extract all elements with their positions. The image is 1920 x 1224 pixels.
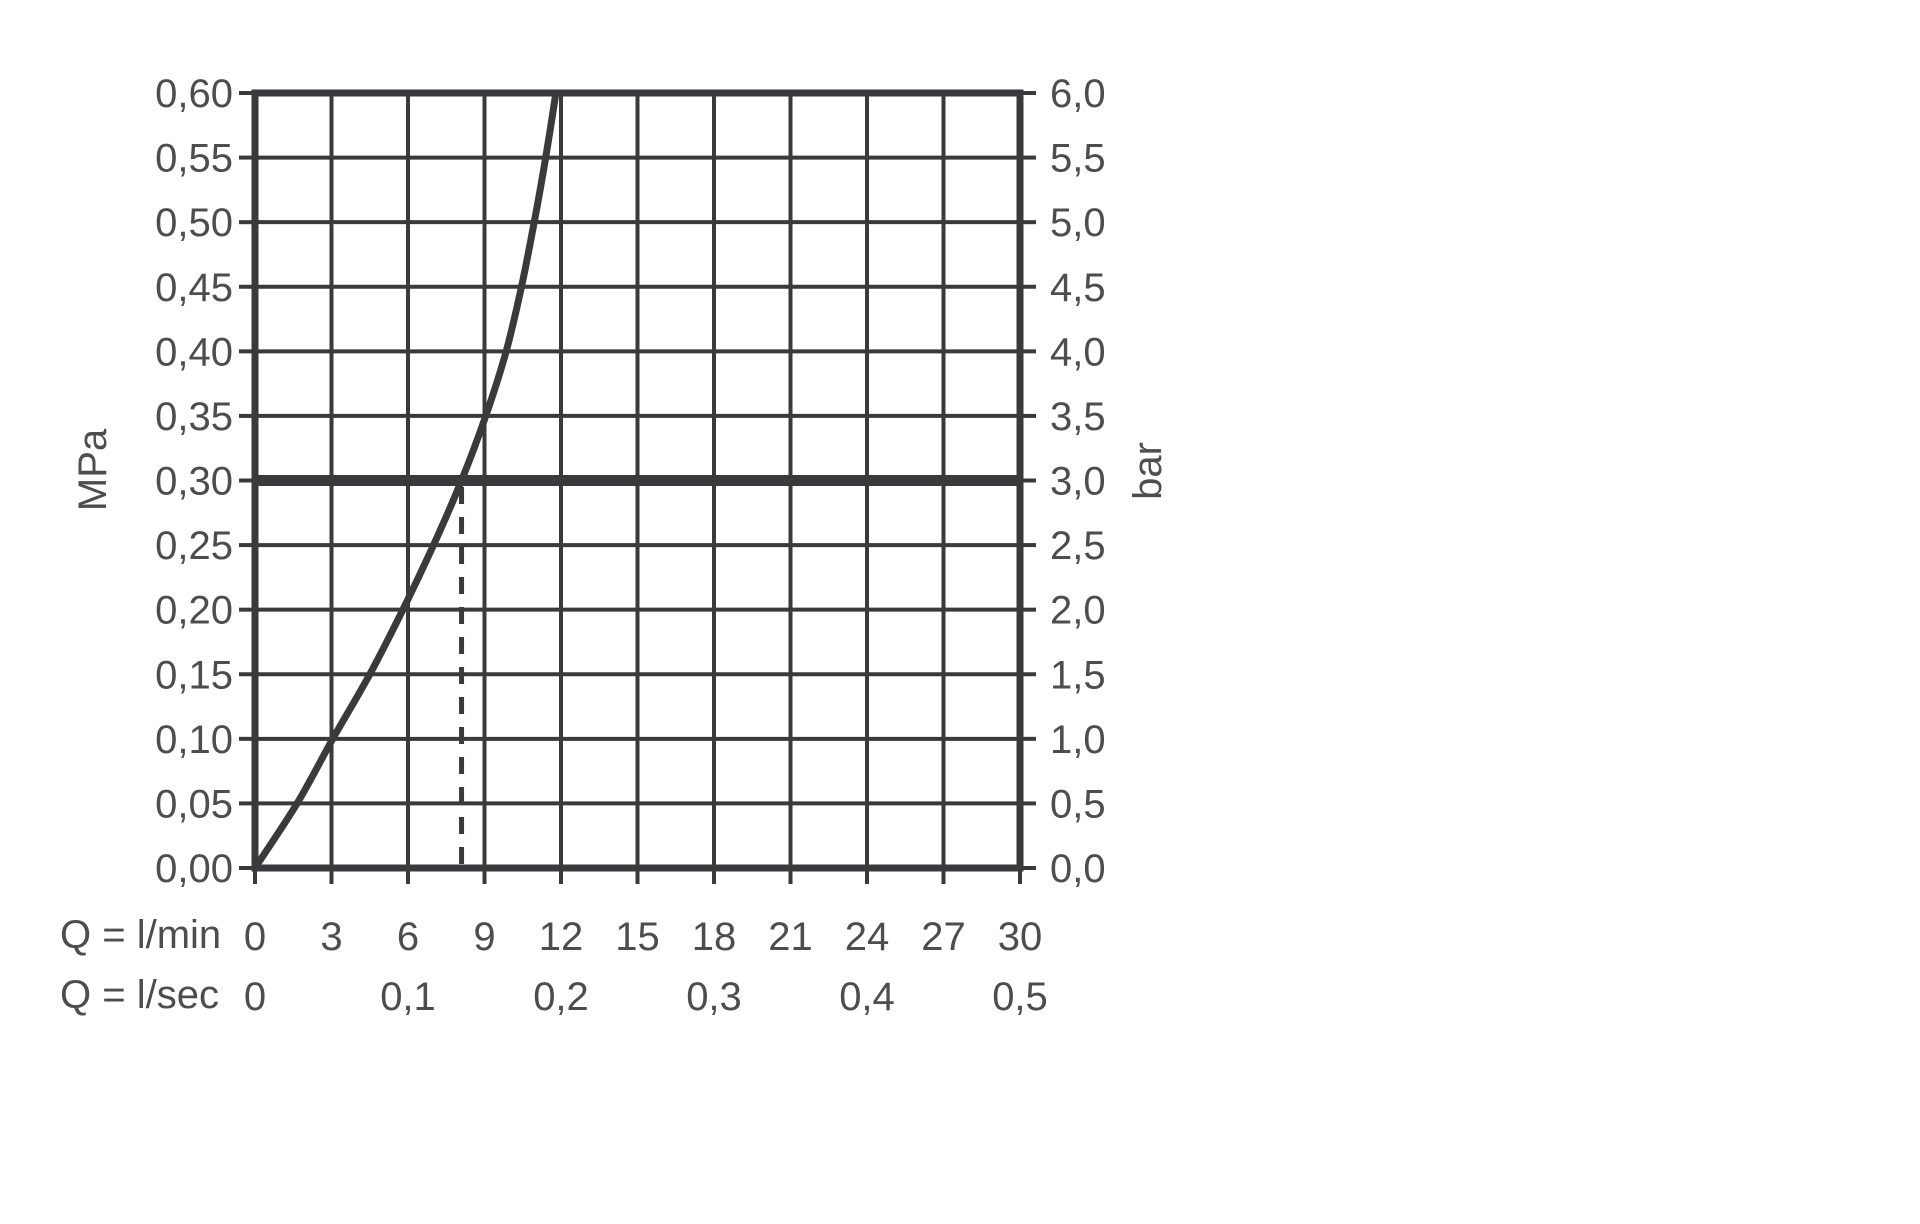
y-left-tick-label: 0,60 [155,72,233,116]
y-right-tick-label: 5,0 [1050,201,1106,245]
y-right-tick-label: 3,0 [1050,460,1106,504]
y-left-tick-label: 0,00 [155,847,233,891]
y-left-tick-label: 0,45 [155,266,233,310]
x-lmin-tick-label: 6 [397,915,419,959]
x-lmin-tick-label: 27 [921,915,966,959]
y-right-tick-label: 1,5 [1050,653,1106,697]
y-left-tick-label: 0,05 [155,782,233,826]
y-right-tick-label: 5,5 [1050,137,1106,181]
x-axis-lsec-label: Q = l/sec [60,973,219,1017]
y-right-tick-label: 4,0 [1050,330,1106,374]
x-lsec-tick-label: 0,5 [992,975,1048,1019]
y-right-tick-label: 2,5 [1050,524,1106,568]
y-right-tick-label: 0,5 [1050,782,1106,826]
axis-tick-labels: 0,000,050,100,150,200,250,300,350,400,45… [155,72,1105,1019]
y-left-tick-label: 0,35 [155,395,233,439]
axis-ticks [239,91,1036,884]
y-axis-left-unit-label: MPa [71,428,115,512]
y-right-tick-label: 3,5 [1050,395,1106,439]
y-left-tick-label: 0,10 [155,718,233,762]
x-lmin-tick-label: 12 [539,915,584,959]
x-lmin-tick-label: 0 [244,915,266,959]
y-left-tick-label: 0,55 [155,137,233,181]
y-left-tick-label: 0,50 [155,201,233,245]
x-lsec-tick-label: 0 [244,975,266,1019]
x-lmin-tick-label: 21 [768,915,813,959]
y-right-tick-label: 1,0 [1050,718,1106,762]
x-lmin-tick-label: 15 [615,915,660,959]
x-lmin-tick-label: 9 [473,915,495,959]
x-lsec-tick-label: 0,1 [380,975,436,1019]
y-left-tick-label: 0,30 [155,460,233,504]
grid-lines [255,93,1020,868]
x-lmin-tick-label: 18 [692,915,737,959]
x-lsec-tick-label: 0,2 [533,975,589,1019]
x-lmin-tick-label: 3 [320,915,342,959]
x-lmin-tick-label: 24 [845,915,890,959]
flow-rate-curve [252,92,560,870]
y-right-tick-label: 0,0 [1050,847,1106,891]
x-lsec-tick-label: 0,4 [839,975,895,1019]
x-axis-lmin-label: Q = l/min [60,913,222,957]
y-axis-right-unit-label: bar [1126,442,1170,500]
y-left-tick-label: 0,25 [155,524,233,568]
y-right-tick-label: 2,0 [1050,589,1106,633]
y-right-tick-label: 4,5 [1050,266,1106,310]
x-lmin-tick-label: 30 [998,915,1043,959]
y-left-tick-label: 0,15 [155,653,233,697]
y-left-tick-label: 0,40 [155,330,233,374]
y-left-tick-label: 0,20 [155,589,233,633]
y-right-tick-label: 6,0 [1050,72,1106,116]
x-lsec-tick-label: 0,3 [686,975,742,1019]
